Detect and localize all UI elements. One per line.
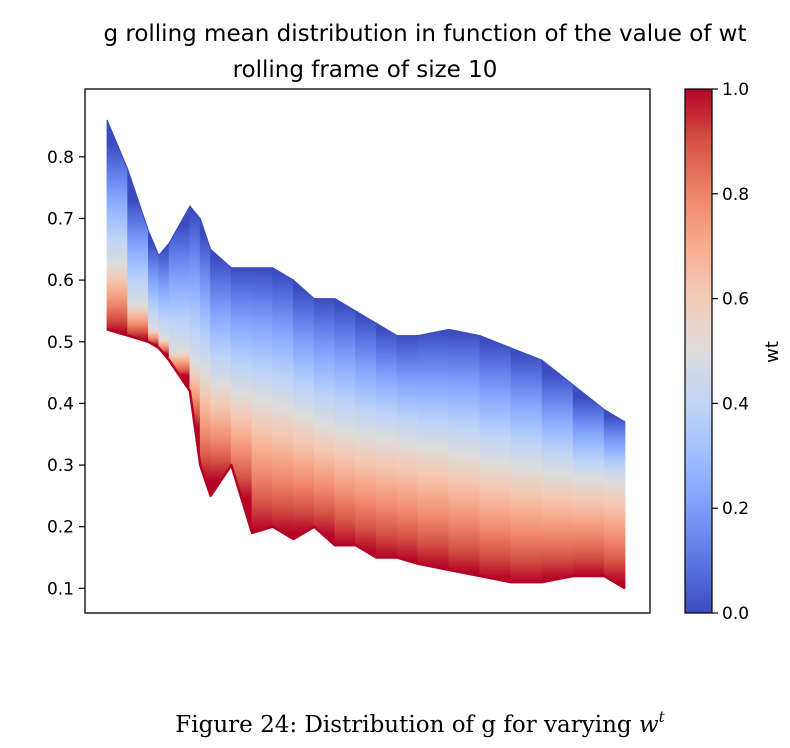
colorbar-tick-label: 0.6 (722, 290, 749, 310)
distribution-segment (127, 169, 149, 343)
distribution-segment (355, 310, 377, 559)
series-line-wt-1 (106, 328, 626, 590)
caption-text: Figure 24: Distribution of g for varying (175, 712, 639, 738)
distribution-segment (417, 328, 450, 571)
distribution-segment (334, 297, 357, 546)
colorbar: 0.0 0.2 0.4 0.6 0.8 1.0 (684, 80, 749, 624)
distribution-segment (572, 384, 605, 577)
colorbar-tick-label: 0.2 (722, 499, 749, 519)
series-line-wt-0 (106, 119, 626, 423)
distribution-segment (396, 335, 419, 565)
distribution-segment (251, 267, 274, 534)
y-tick-label: 0.2 (47, 518, 74, 538)
distribution-segment (603, 408, 626, 590)
figure-caption: Figure 24: Distribution of g for varying… (175, 708, 665, 738)
caption-sup: t (659, 708, 666, 726)
chart-title-line2: rolling frame of size 10 (233, 57, 498, 83)
colorbar-tick-label: 1.0 (722, 80, 749, 100)
distribution-segment (479, 334, 512, 583)
distribution-segment (199, 218, 211, 496)
distribution-segment (293, 279, 315, 540)
distribution-segment (148, 230, 160, 349)
y-tick-label: 0.5 (47, 333, 74, 353)
distribution-segment (541, 359, 574, 583)
chart-title-line1: g rolling mean distribution in function … (103, 21, 746, 47)
distribution-segment (230, 267, 253, 533)
colorbar-tick-label: 0.0 (722, 604, 749, 624)
y-tick-label: 0.4 (47, 394, 74, 414)
distribution-segment (106, 119, 129, 337)
colorbar-label: wt (762, 341, 783, 363)
distribution-segment (448, 328, 481, 577)
y-tick-label: 0.6 (47, 271, 74, 291)
plot-frame (84, 88, 651, 614)
distribution-segment (272, 267, 294, 540)
y-axis: 0.1 0.2 0.3 0.4 0.5 0.6 0.7 0.8 (47, 148, 85, 599)
y-tick-label: 0.8 (47, 148, 74, 168)
plot-area (106, 119, 626, 590)
y-tick-label: 0.7 (47, 209, 74, 229)
distribution-segment (375, 322, 398, 558)
y-tick-label: 0.3 (47, 456, 74, 476)
distribution-segment (210, 248, 232, 498)
distribution-segment (510, 347, 543, 583)
distribution-segment (158, 242, 170, 362)
distribution-segment (313, 298, 336, 547)
caption-var: w (639, 712, 659, 738)
colorbar-tick-label: 0.4 (722, 394, 749, 414)
colorbar-tick-label: 0.8 (722, 185, 749, 205)
colorbar-gradient (684, 88, 713, 614)
y-tick-label: 0.1 (47, 579, 74, 599)
